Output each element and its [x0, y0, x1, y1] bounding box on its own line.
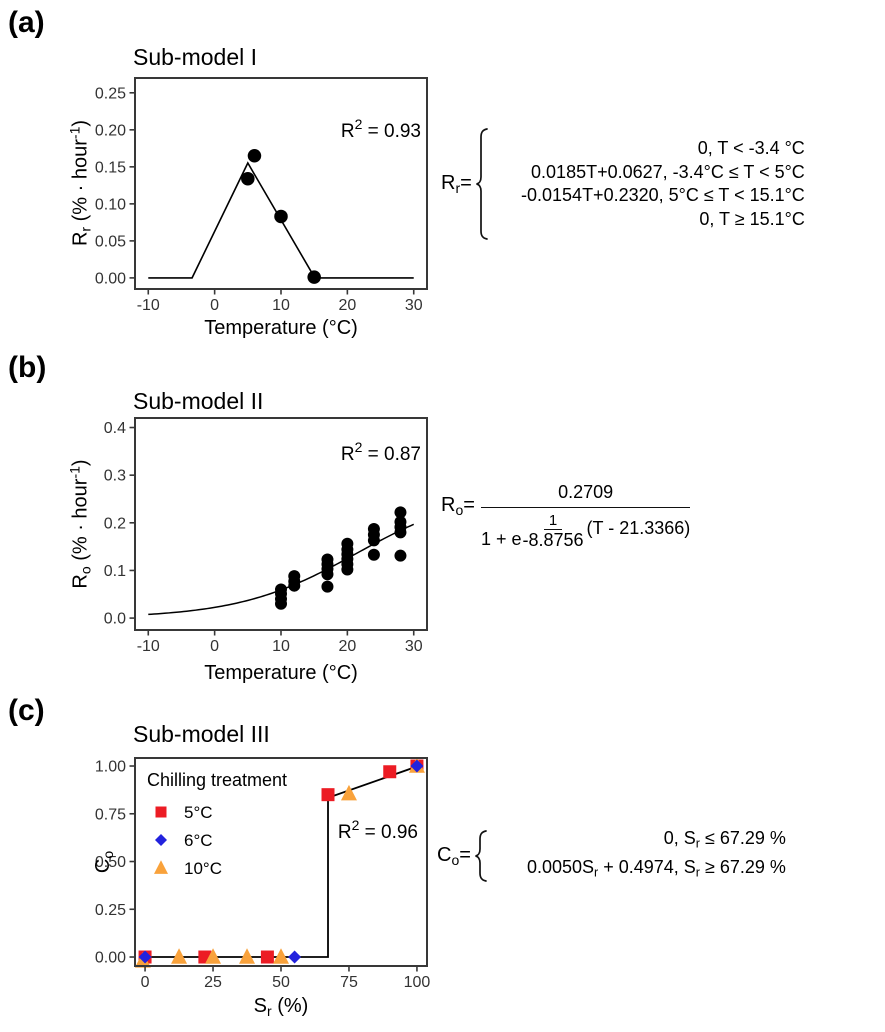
y-tick-label: 0.0 [104, 611, 126, 628]
equation-c-lhs: Co= [437, 844, 471, 868]
y-tick-label: 0.50 [95, 854, 126, 871]
legend-item-label: 5°C [184, 803, 213, 822]
left-brace-icon [475, 830, 487, 882]
panel-c-label: (c) [8, 694, 45, 727]
panel-b-ylabel: Ro (% · hour-1) [66, 459, 94, 589]
panel-a-xlabel: Temperature (°C) [204, 317, 358, 339]
r-squared-label: R2 = 0.96 [338, 817, 418, 843]
legend-title: Chilling treatment [147, 770, 287, 790]
series-observed [241, 148, 321, 284]
equation-b-numerator: 0.2709 [480, 482, 691, 508]
equation-b-lhs: Ro= [441, 494, 475, 518]
series-6-C [138, 759, 424, 964]
left-brace-icon [476, 128, 488, 240]
equation-case-line: 0.0185T+0.0627, -3.4°C ≤ T < 5°C [531, 161, 805, 182]
legend-item-label: 10°C [184, 859, 222, 878]
y-tick-label: 0.4 [104, 420, 126, 437]
equation-b-denominator: 1 + e 1 -8.8756 (T - 21.3366) [480, 512, 691, 550]
equation-b: Ro= 0.2709 1 + e 1 -8.8756 (T - 21.3366) [441, 482, 691, 550]
panel-c-xlabel: Sr (%) [253, 995, 309, 1019]
x-tick-label: 50 [272, 974, 290, 991]
x-axis: -10 0 10 20 30 [137, 630, 423, 655]
legend-item-label: 6°C [184, 831, 213, 850]
x-tick-label: 10 [272, 297, 290, 314]
fit-line [145, 765, 418, 958]
y-tick-label: 0.20 [95, 122, 126, 139]
fit-line [148, 161, 414, 279]
x-tick-label: 20 [338, 638, 356, 655]
panel-a-label: (a) [8, 6, 45, 39]
y-axis: 0.00 0.25 0.50 0.75 1.00 [95, 759, 135, 967]
equation-case-line: 0, T ≥ 15.1°C [699, 208, 805, 229]
equation-case-line: -0.0154T+0.2320, 5°C ≤ T < 15.1°C [521, 185, 805, 205]
y-tick-label: 0.2 [104, 515, 126, 532]
y-tick-label: 0.10 [95, 196, 126, 213]
equation-case-line: 0, T < -3.4 °C [697, 138, 805, 158]
y-axis: 0.0 0.1 0.2 0.3 0.4 [104, 420, 135, 628]
equation-b-exponent-fraction: 1 -8.8756 [522, 512, 584, 550]
r-squared-label: R2 = 0.93 [341, 116, 421, 142]
r-squared-label: R2 = 0.87 [341, 439, 421, 465]
x-tick-label: 75 [340, 974, 358, 991]
equation-c: Co= 0, Sr ≤ 67.29 % 0.0050Sr + 0.4974, Sr… [437, 828, 786, 884]
legend: Chilling treatment 5°C 6°C 10°C [147, 770, 287, 878]
x-tick-label: 20 [338, 297, 356, 314]
y-tick-label: 0.75 [95, 806, 126, 823]
chart-c: 0 25 50 75 100 0.00 0.25 0.50 0.75 1.00 R2 = 0.96 C… [95, 757, 431, 991]
x-tick-label: 25 [204, 974, 222, 991]
panel-a-ylabel: Rr (% · hour-1) [66, 119, 94, 247]
y-tick-label: 0.25 [95, 902, 126, 919]
plot-border [134, 77, 428, 290]
y-tick-label: 0.00 [95, 950, 126, 967]
x-tick-label: 30 [405, 297, 423, 314]
chart-b: -10 0 10 20 30 0.0 0.1 0.2 0.3 0.4 R2 = 0.87 [104, 417, 428, 655]
panel-c-ylabel: Co [92, 850, 116, 874]
equation-b-fraction: 0.2709 1 + e 1 -8.8756 (T - 21.3366) [480, 482, 691, 550]
panel-b-title: Sub-model II [133, 388, 264, 414]
x-axis: -10 0 10 20 30 [137, 289, 423, 314]
equation-a-lhs: Rr= [441, 172, 472, 196]
y-tick-label: 0.15 [95, 159, 126, 176]
x-tick-label: 100 [404, 974, 431, 991]
panel-c-title: Sub-model III [133, 721, 270, 747]
panel-a-title: Sub-model I [133, 44, 258, 70]
x-axis: 0 25 50 75 100 [141, 966, 431, 991]
series-observed [275, 506, 407, 610]
y-tick-label: 0.00 [95, 270, 126, 287]
y-tick-label: 0.3 [104, 468, 126, 485]
y-tick-label: 0.25 [95, 85, 126, 102]
y-axis: 0.00 0.05 0.10 0.15 0.20 0.25 [95, 85, 135, 287]
equation-a-cases: 0, T < -3.4 °C 0.0185T+0.0627, -3.4°C ≤ T… [495, 137, 805, 231]
panel-b-label: (b) [8, 351, 47, 384]
y-tick-label: 0.1 [104, 563, 126, 580]
y-tick-label: 0.05 [95, 233, 126, 250]
x-tick-label: -10 [137, 297, 160, 314]
equation-case-line: 0, Sr ≤ 67.29 % [663, 827, 786, 851]
x-tick-label: 10 [272, 638, 290, 655]
chart-a: -10 0 10 20 30 0.00 0.05 0.10 0.15 0.20 0.25 R2 = 0… [95, 77, 428, 314]
x-tick-label: 0 [210, 638, 219, 655]
equation-a: Rr= 0, T < -3.4 °C 0.0185T+0.0627, -3.4°C… [441, 126, 805, 242]
equation-c-cases: 0, Sr ≤ 67.29 % 0.0050Sr + 0.4974, Sr ≥ 6… [494, 827, 786, 885]
x-tick-label: -10 [137, 638, 160, 655]
equation-case-line: 0.0050Sr + 0.4974, Sr ≥ 67.29 % [526, 857, 786, 880]
x-tick-label: 0 [141, 974, 150, 991]
x-tick-label: 0 [210, 297, 219, 314]
series-5-C [138, 759, 424, 964]
x-tick-label: 30 [405, 638, 423, 655]
panel-b-xlabel: Temperature (°C) [204, 662, 358, 684]
y-tick-label: 1.00 [95, 759, 126, 776]
